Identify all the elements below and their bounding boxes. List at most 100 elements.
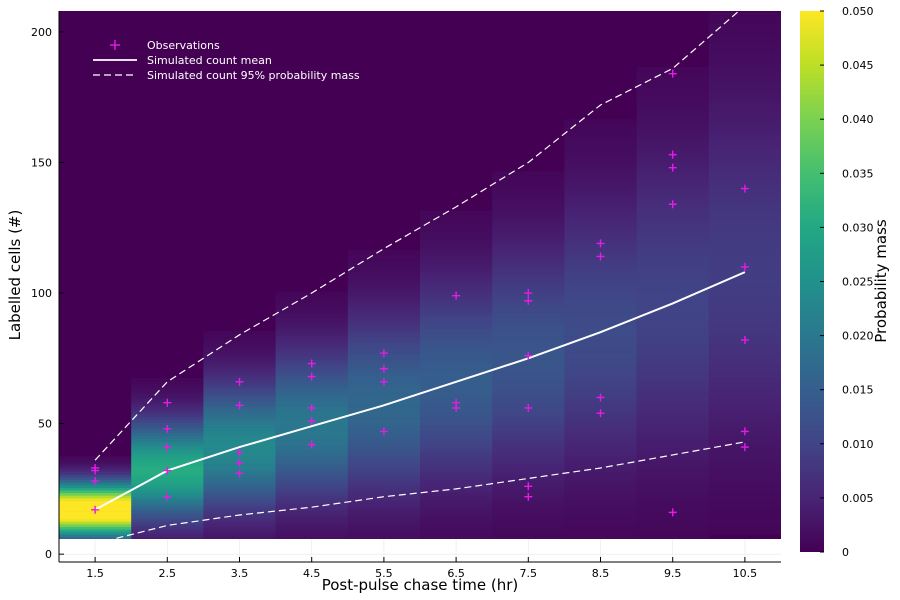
heatmap-cell xyxy=(347,406,421,410)
heatmap-cell xyxy=(636,529,710,533)
heatmap-cell xyxy=(564,278,637,282)
heatmap-cell xyxy=(420,367,493,371)
heatmap-cell xyxy=(708,244,781,248)
heatmap-cell xyxy=(203,505,276,509)
heatmap-cell xyxy=(420,210,493,214)
observation-points xyxy=(91,69,749,517)
heatmap-cell xyxy=(492,323,565,326)
heatmap-cell xyxy=(203,521,276,525)
heatmap-cell xyxy=(492,283,565,287)
heatmap-cell xyxy=(636,341,710,345)
heatmap-cell xyxy=(564,351,637,355)
heatmap-cell xyxy=(636,469,710,473)
heatmap-cell xyxy=(275,351,349,355)
heatmap-cell xyxy=(564,328,637,332)
heatmap-cell xyxy=(347,260,421,264)
heatmap-cell xyxy=(636,336,710,340)
heatmap-cell xyxy=(275,453,349,457)
heatmap-cell xyxy=(708,304,781,308)
heatmap-cell xyxy=(131,437,204,441)
heatmap-cell xyxy=(636,142,710,146)
heatmap-cell xyxy=(564,471,637,475)
heatmap-cell xyxy=(636,448,710,452)
heatmap-cell xyxy=(708,142,781,146)
heatmap-cell xyxy=(708,69,781,73)
heatmap-column xyxy=(420,210,493,539)
observation-point xyxy=(163,492,172,501)
heatmap-cell xyxy=(636,103,710,107)
heatmap-cell xyxy=(492,458,565,462)
heatmap-cell xyxy=(131,451,204,454)
heatmap-cell xyxy=(708,278,781,282)
observation-point xyxy=(668,508,677,517)
colorbar-tick-label: 0.015 xyxy=(842,384,874,397)
heatmap-cell xyxy=(275,495,349,499)
heatmap-cell xyxy=(636,474,710,478)
heatmap-cell xyxy=(564,526,637,530)
heatmap-cell xyxy=(347,503,421,507)
heatmap-cell xyxy=(492,537,565,539)
heatmap-cell xyxy=(275,315,349,319)
heatmap-cell xyxy=(492,390,565,394)
heatmap-cell xyxy=(420,440,493,444)
heatmap-cell xyxy=(492,268,565,272)
heatmap-cell xyxy=(420,505,493,509)
heatmap-cell xyxy=(492,508,565,512)
heatmap-cell xyxy=(275,469,349,473)
heatmap-cell xyxy=(636,484,710,488)
heatmap-cell xyxy=(708,247,781,251)
heatmap-cell xyxy=(275,370,349,373)
heatmap-cell xyxy=(636,357,710,360)
heatmap-cell xyxy=(420,498,493,501)
mean-line xyxy=(94,271,746,511)
heatmap-cell xyxy=(636,323,710,326)
heatmap-cell xyxy=(636,106,710,110)
heatmap-cell xyxy=(347,299,421,303)
heatmap-cell xyxy=(420,343,493,347)
heatmap-cell xyxy=(564,424,637,428)
heatmap-cell xyxy=(347,445,421,449)
heatmap-cell xyxy=(347,451,421,454)
heatmap-cell xyxy=(636,296,710,300)
heatmap-cell xyxy=(564,247,637,251)
heatmap-cell xyxy=(275,310,349,313)
heatmap-cell xyxy=(708,458,781,462)
heatmap-cell xyxy=(636,492,710,496)
heatmap-cell xyxy=(708,82,781,86)
heatmap-cell xyxy=(636,67,710,71)
heatmap-cell xyxy=(708,176,781,180)
heatmap-cell xyxy=(564,448,637,452)
heatmap-cell xyxy=(203,398,276,402)
heatmap-cell xyxy=(636,85,710,89)
heatmap-cell xyxy=(492,503,565,507)
observation-point xyxy=(524,482,533,491)
heatmap-cell xyxy=(203,526,276,530)
heatmap-cell xyxy=(492,445,565,449)
heatmap-cell xyxy=(708,419,781,423)
heatmap-cell xyxy=(492,518,565,522)
heatmap-cell xyxy=(492,221,565,225)
heatmap-cell xyxy=(275,466,349,470)
legend-item-mean: Simulated count mean xyxy=(93,54,272,67)
heatmap-cell xyxy=(708,85,781,89)
heatmap-cell xyxy=(564,495,637,499)
heatmap-cell xyxy=(636,490,710,494)
heatmap-cell xyxy=(275,396,349,400)
heatmap-cell xyxy=(564,140,637,144)
heatmap-cell xyxy=(636,498,710,501)
heatmap-cell xyxy=(708,505,781,509)
heatmap-cell xyxy=(636,312,710,316)
heatmap-cell xyxy=(708,333,781,337)
heatmap-cell xyxy=(636,247,710,251)
heatmap-cell xyxy=(564,377,637,381)
heatmap-cell xyxy=(636,464,710,467)
heatmap-cell xyxy=(275,484,349,488)
heatmap-cell xyxy=(708,409,781,413)
heatmap-cell xyxy=(420,521,493,525)
heatmap-cell xyxy=(708,281,781,285)
heatmap-cell xyxy=(492,448,565,452)
heatmap-cell xyxy=(708,119,781,123)
heatmap-cell xyxy=(59,495,132,499)
heatmap-cell xyxy=(636,137,710,141)
